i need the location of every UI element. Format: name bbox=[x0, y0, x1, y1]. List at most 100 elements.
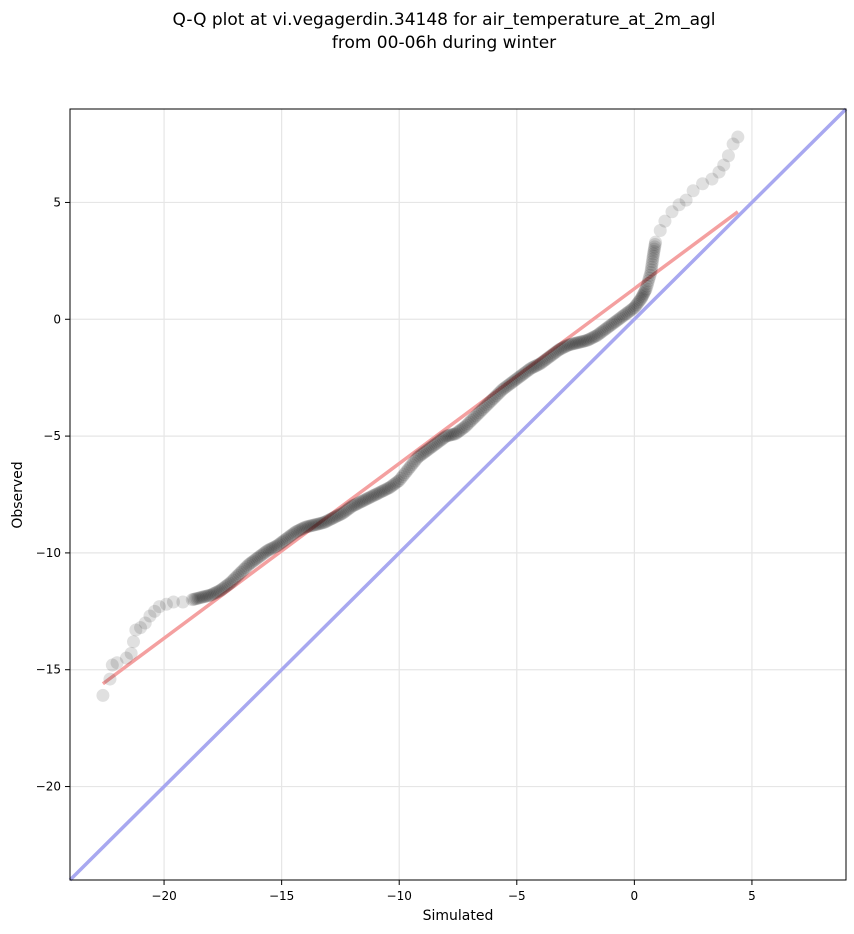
quantile-point bbox=[450, 426, 464, 440]
identity-line-layer bbox=[68, 107, 848, 882]
quantile-point bbox=[375, 484, 389, 498]
quantile-point bbox=[279, 532, 293, 546]
quantile-point bbox=[206, 587, 220, 601]
quantile-point bbox=[594, 325, 608, 339]
quantile-point bbox=[124, 646, 138, 660]
quantile-point bbox=[152, 600, 166, 614]
quantile-point bbox=[609, 315, 623, 329]
quantile-point bbox=[416, 447, 430, 461]
quantile-point bbox=[295, 522, 309, 536]
quantile-point bbox=[237, 562, 251, 576]
quantile-point bbox=[489, 389, 503, 403]
quantile-point bbox=[582, 333, 596, 347]
quantile-point bbox=[248, 553, 262, 567]
quantile-point bbox=[231, 568, 245, 582]
y-tick-label: 5 bbox=[53, 195, 61, 209]
quantile-point bbox=[576, 334, 590, 348]
quantile-point bbox=[519, 365, 533, 379]
quantile-point bbox=[535, 355, 549, 369]
quantile-point bbox=[571, 336, 585, 350]
quantile-point bbox=[355, 495, 369, 509]
fit-line-layer bbox=[101, 210, 739, 686]
quantile-point bbox=[649, 235, 663, 249]
quantile-point bbox=[207, 586, 221, 600]
quantile-point bbox=[351, 496, 365, 510]
quantile-point bbox=[629, 299, 643, 313]
quantile-point bbox=[394, 472, 408, 486]
quantile-point bbox=[278, 533, 292, 547]
quantile-point bbox=[466, 412, 480, 426]
quantile-point bbox=[234, 565, 248, 579]
quantile-point bbox=[516, 367, 530, 381]
quantile-point bbox=[193, 591, 207, 605]
quantile-point bbox=[328, 510, 342, 524]
quantile-point bbox=[223, 576, 237, 590]
quantile-point bbox=[551, 344, 565, 358]
quantile-point bbox=[433, 434, 447, 448]
quantile-point bbox=[497, 381, 511, 395]
quantile-point bbox=[358, 493, 372, 507]
quantile-point bbox=[568, 336, 582, 350]
quantile-point bbox=[215, 582, 229, 596]
quantile-point bbox=[350, 497, 364, 511]
quantile-point bbox=[577, 334, 591, 348]
quantile-point bbox=[665, 205, 679, 219]
quantile-point bbox=[640, 279, 654, 293]
quantile-point bbox=[560, 339, 574, 353]
quantile-point bbox=[601, 320, 615, 334]
quantile-point bbox=[342, 502, 356, 516]
quantile-point bbox=[593, 326, 607, 340]
quantile-point bbox=[254, 548, 268, 562]
quantile-point bbox=[344, 500, 358, 514]
quantile-point bbox=[638, 283, 652, 297]
quantile-point bbox=[253, 549, 267, 563]
quantile-point bbox=[658, 214, 672, 228]
quantile-point bbox=[317, 516, 331, 530]
quantile-point bbox=[477, 401, 491, 415]
quantile-point bbox=[558, 340, 572, 354]
x-axis-label: Simulated bbox=[423, 908, 494, 924]
quantile-point bbox=[439, 429, 453, 443]
quantile-point bbox=[605, 317, 619, 331]
quantile-point bbox=[372, 486, 386, 500]
quantile-point bbox=[580, 333, 594, 347]
quantile-point bbox=[306, 518, 320, 532]
quantile-point bbox=[405, 458, 419, 472]
quantile-point bbox=[616, 309, 630, 323]
quantile-point bbox=[347, 498, 361, 512]
quantile-point bbox=[717, 158, 731, 172]
quantile-point bbox=[364, 490, 378, 504]
quantile-point bbox=[397, 468, 411, 482]
quantile-point bbox=[541, 351, 555, 365]
quantile-point bbox=[726, 137, 740, 151]
quantile-point bbox=[442, 428, 456, 442]
quantile-point bbox=[240, 559, 254, 573]
quantile-point bbox=[315, 516, 329, 530]
quantile-point bbox=[521, 364, 535, 378]
x-axis-ticks: −20 −15 −10 −5 0 5 bbox=[151, 880, 756, 903]
quantile-point bbox=[282, 530, 296, 544]
quantile-point bbox=[314, 516, 328, 530]
quantile-point bbox=[543, 350, 557, 364]
y-tick-label: −10 bbox=[36, 546, 61, 560]
quantile-point bbox=[518, 366, 532, 380]
quantile-point bbox=[731, 130, 745, 144]
quantile-point bbox=[422, 442, 436, 456]
quantile-point bbox=[195, 590, 209, 604]
quantile-point bbox=[326, 511, 340, 525]
quantile-point bbox=[333, 508, 347, 522]
quantile-point bbox=[395, 470, 409, 484]
quantile-point bbox=[126, 635, 140, 649]
x-tick-label: 5 bbox=[748, 889, 756, 903]
quantile-point bbox=[478, 399, 492, 413]
quantile-point bbox=[471, 407, 485, 421]
quantile-point bbox=[337, 505, 351, 519]
quantile-point bbox=[420, 443, 434, 457]
quantile-point bbox=[389, 476, 403, 490]
quantile-point bbox=[469, 409, 483, 423]
quantile-point bbox=[494, 384, 508, 398]
quantile-point bbox=[480, 398, 494, 412]
quantile-point bbox=[488, 390, 502, 404]
quantile-point bbox=[362, 491, 376, 505]
quantile-point bbox=[268, 540, 282, 554]
